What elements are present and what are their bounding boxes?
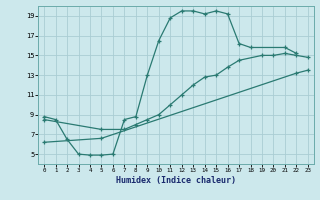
X-axis label: Humidex (Indice chaleur): Humidex (Indice chaleur): [116, 176, 236, 185]
